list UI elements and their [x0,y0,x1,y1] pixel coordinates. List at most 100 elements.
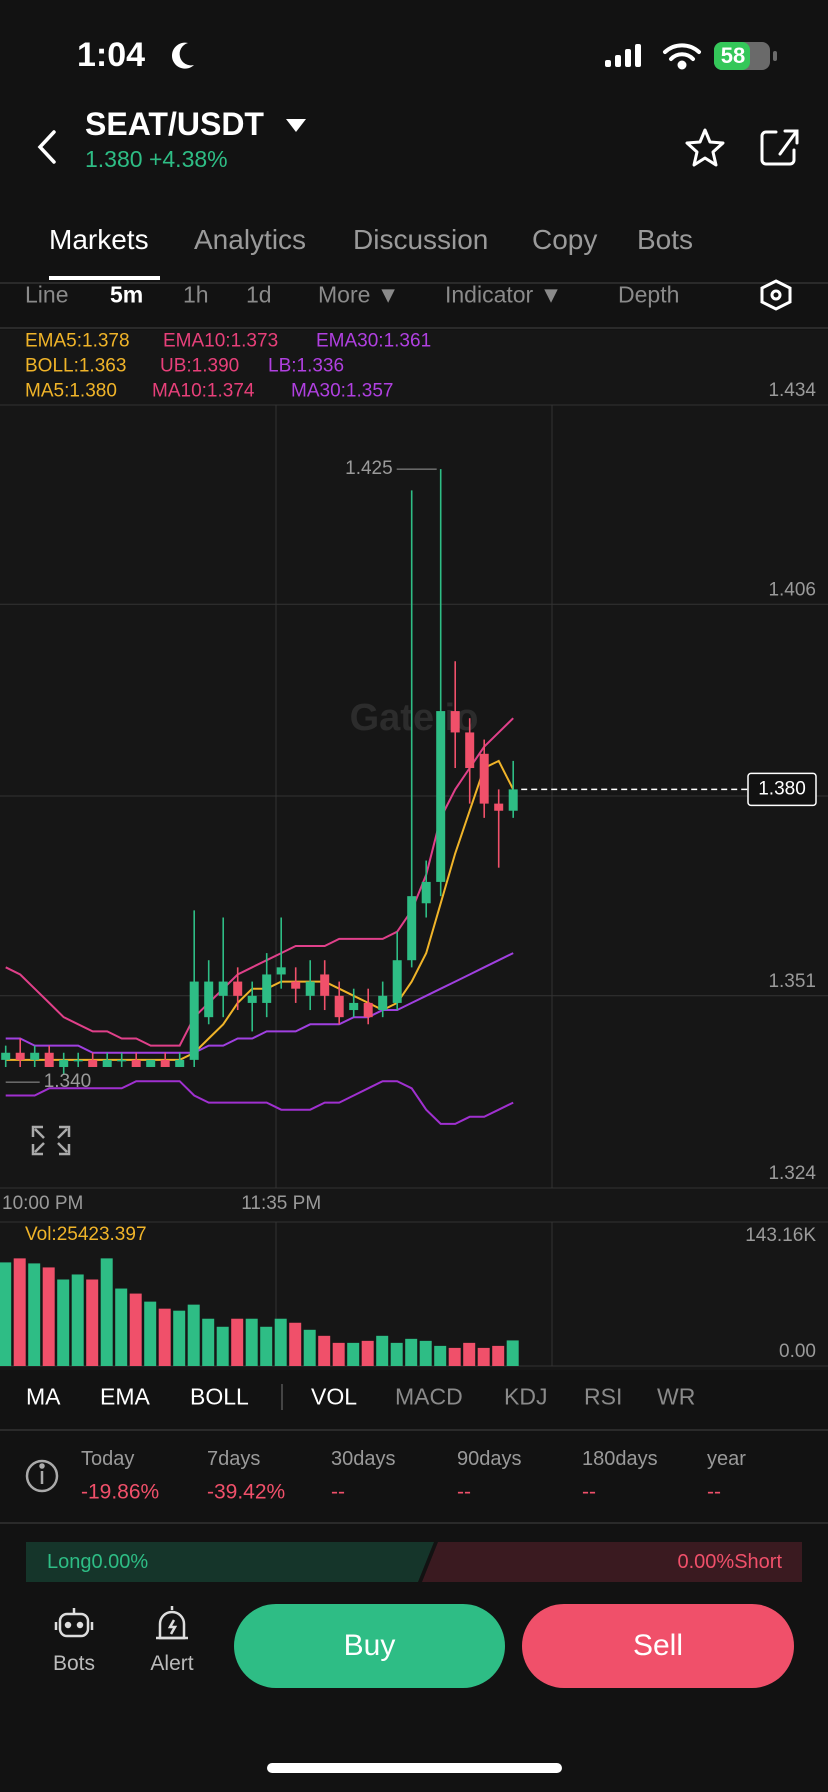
volume-bar [71,1274,84,1366]
alert-label[interactable]: Alert [150,1652,194,1675]
tab[interactable]: Discussion [353,224,489,255]
tab[interactable]: Copy [532,224,598,255]
y-tick-label: 0.00 [779,1341,816,1362]
tab[interactable]: Markets [49,224,149,255]
back-icon[interactable] [37,130,56,164]
sell-button[interactable]: Sell [522,1604,794,1688]
candle-body [189,981,199,1060]
volume-bar [231,1318,244,1366]
indicator-line [5,717,514,1047]
volume-bar [245,1318,258,1366]
volume-bar [100,1258,113,1366]
candle-body [320,974,330,996]
candle-body [88,1059,98,1067]
interval-tab[interactable]: More ▼ [318,281,400,308]
indicator-tab[interactable]: VOL [311,1383,358,1410]
y-tick-label: 1.324 [768,1163,816,1184]
alert-icon[interactable] [156,1606,188,1640]
y-tick-label: 1.351 [768,971,816,992]
tab-underline [49,276,160,280]
wifi-icon [663,43,701,70]
long-ratio: Long0.00% [47,1551,149,1573]
volume-bar [318,1335,331,1366]
price-change: +4.38% [148,146,228,172]
candle-body [204,981,214,1018]
home-indicator [267,1763,562,1773]
candle-body [305,981,315,996]
interval-tab[interactable]: Line [25,281,69,308]
pair-name[interactable]: SEAT/USDT [85,106,264,142]
indicator-tab[interactable]: BOLL [190,1383,249,1410]
candle-body [30,1052,40,1060]
indicator-line [5,952,514,1054]
interval-tab[interactable]: Indicator ▼ [445,281,563,308]
volume-bar [216,1326,229,1366]
candle-body [131,1059,141,1067]
indicator-tab[interactable]: WR [657,1383,696,1410]
interval-tab[interactable]: 5m [110,281,144,308]
expand-icon[interactable] [31,1125,71,1156]
bots-icon[interactable] [54,1608,94,1638]
volume-bar [405,1338,418,1366]
candle-body [349,1002,359,1011]
interval-tab[interactable]: 1h [183,281,209,308]
indicator-tab[interactable]: EMA [100,1383,150,1410]
y-tick-label: 1.434 [768,380,816,401]
candle-body [508,789,518,811]
volume-bar [361,1340,374,1366]
bots-label[interactable]: Bots [52,1652,96,1675]
volume-bar [506,1340,519,1366]
indicator-value: MA30:1.357 [291,380,394,402]
chart-bg [0,330,828,1370]
interval-tab[interactable]: Depth [618,281,680,308]
indicator-tab[interactable]: RSI [584,1383,623,1410]
candle-body [117,1059,127,1062]
stat-value: -- [707,1480,721,1504]
indicator-value: MA10:1.374 [152,380,255,402]
stat-period: 7days [207,1448,261,1470]
last-price: 1.380 [85,146,143,172]
candle-body [392,960,402,1003]
favorite-icon[interactable] [685,128,725,167]
volume-bar [332,1342,345,1366]
info-icon[interactable] [25,1459,59,1493]
candle-body [407,896,417,961]
volume-bar [448,1347,461,1366]
candle-body [465,732,475,769]
indicator-tab[interactable]: MA [26,1383,61,1410]
share-icon[interactable] [760,129,799,166]
stat-value: -- [457,1480,471,1504]
candle-body [44,1052,54,1067]
indicator-value: BOLL:1.363 [25,355,127,377]
indicator-value: EMA30:1.361 [316,330,432,352]
volume-bar [42,1267,55,1366]
volume-bar [260,1326,273,1366]
buy-button[interactable]: Buy [234,1604,505,1688]
stat-value: -19.86% [81,1480,160,1504]
candle-body [436,711,446,882]
candle-body [479,753,489,804]
volume-bar [144,1301,157,1366]
indicator-tab[interactable]: MACD [395,1383,463,1410]
volume-bar [129,1293,142,1366]
candle-body [276,967,286,975]
dropdown-icon[interactable] [286,119,306,132]
indicator-tab[interactable]: KDJ [504,1383,548,1410]
y-tick-label: 143.16K [745,1225,816,1246]
volume-bar [477,1347,490,1366]
x-tick-label: 10:00 PM [2,1193,83,1214]
chart-settings-icon[interactable] [760,279,792,311]
volume-bar [158,1308,171,1366]
interval-tab[interactable]: 1d [246,281,272,308]
status-time: 1:04 [77,36,146,74]
volume-bar [57,1279,70,1366]
volume-bar [463,1342,476,1366]
tab[interactable]: Bots [637,224,694,255]
volume-title: Vol:25423.397 [25,1224,147,1245]
indicator-value: MA5:1.380 [25,380,117,402]
tab[interactable]: Analytics [194,224,307,255]
stat-value: -39.42% [207,1480,286,1504]
